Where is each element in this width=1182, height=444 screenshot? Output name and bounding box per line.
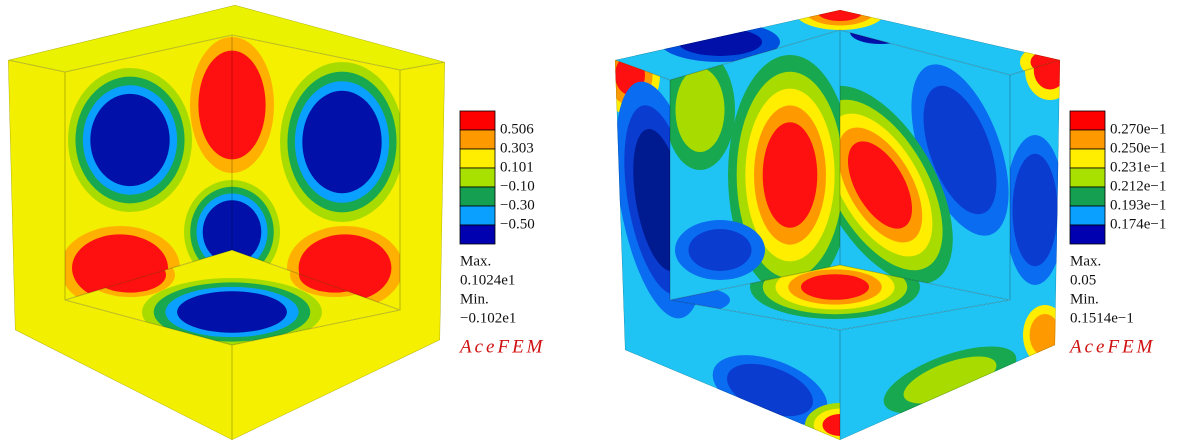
contour	[90, 94, 169, 186]
max-value: 0.1024e1	[460, 272, 515, 288]
legend-label: 0.193e−1	[1110, 197, 1166, 213]
legend-swatch	[1070, 206, 1105, 225]
max-label: Max.	[1070, 253, 1101, 269]
contour	[818, 3, 863, 21]
legend-swatch	[460, 187, 495, 206]
contour	[177, 291, 287, 332]
legend-swatch	[1070, 187, 1105, 206]
legend-label: −0.50	[500, 216, 535, 232]
legend-swatch	[460, 149, 495, 168]
legend-swatch	[1070, 225, 1105, 244]
legend-label: 0.303	[500, 140, 534, 156]
legend-swatch	[1070, 168, 1105, 187]
legend-swatch	[1070, 149, 1105, 168]
contour	[678, 28, 762, 56]
legend-swatch	[460, 206, 495, 225]
contour	[302, 91, 381, 193]
contour	[1030, 314, 1061, 356]
legend-label: 0.212e−1	[1110, 178, 1166, 194]
min-value: −0.102e1	[460, 310, 516, 326]
legend-label: 0.174e−1	[1110, 216, 1166, 232]
legend: 0.506 0.303 0.101 −0.10 −0.30 −0.50 Max. 0.1024…	[458, 111, 546, 357]
contour	[763, 122, 818, 228]
legend-swatch	[1070, 130, 1105, 149]
cubes	[8, 0, 1080, 444]
min-value: 0.1514e−1	[1070, 310, 1134, 326]
legend-label: −0.30	[500, 197, 535, 213]
legend: 0.270e−1 0.250e−1 0.231e−1 0.212e−1 0.193e−1…	[1068, 111, 1166, 357]
legend-label: −0.10	[500, 178, 535, 194]
legend-label: 0.231e−1	[1110, 159, 1166, 175]
legend-label: 0.101	[500, 159, 534, 175]
legend-label: 0.250e−1	[1110, 140, 1166, 156]
contour	[676, 68, 725, 152]
legend-label: 0.270e−1	[1110, 121, 1166, 137]
legend-swatch	[460, 168, 495, 187]
brand: AceFEM	[458, 336, 546, 357]
min-label: Min.	[460, 291, 489, 307]
contour	[1013, 154, 1058, 267]
max-value: 0.05	[1070, 272, 1096, 288]
legend-label: 0.506	[500, 121, 534, 137]
contour	[689, 229, 752, 271]
visualization: 0.506 0.303 0.101 −0.10 −0.30 −0.50 Max. 0.1024…	[0, 0, 1182, 444]
legend-swatch	[460, 225, 495, 244]
legend-swatch	[460, 111, 495, 130]
max-label: Max.	[460, 253, 491, 269]
brand: AceFEM	[1068, 336, 1156, 357]
legend-swatch	[460, 130, 495, 149]
legend-swatch	[1070, 111, 1105, 130]
contour	[801, 274, 869, 300]
min-label: Min.	[1070, 291, 1099, 307]
